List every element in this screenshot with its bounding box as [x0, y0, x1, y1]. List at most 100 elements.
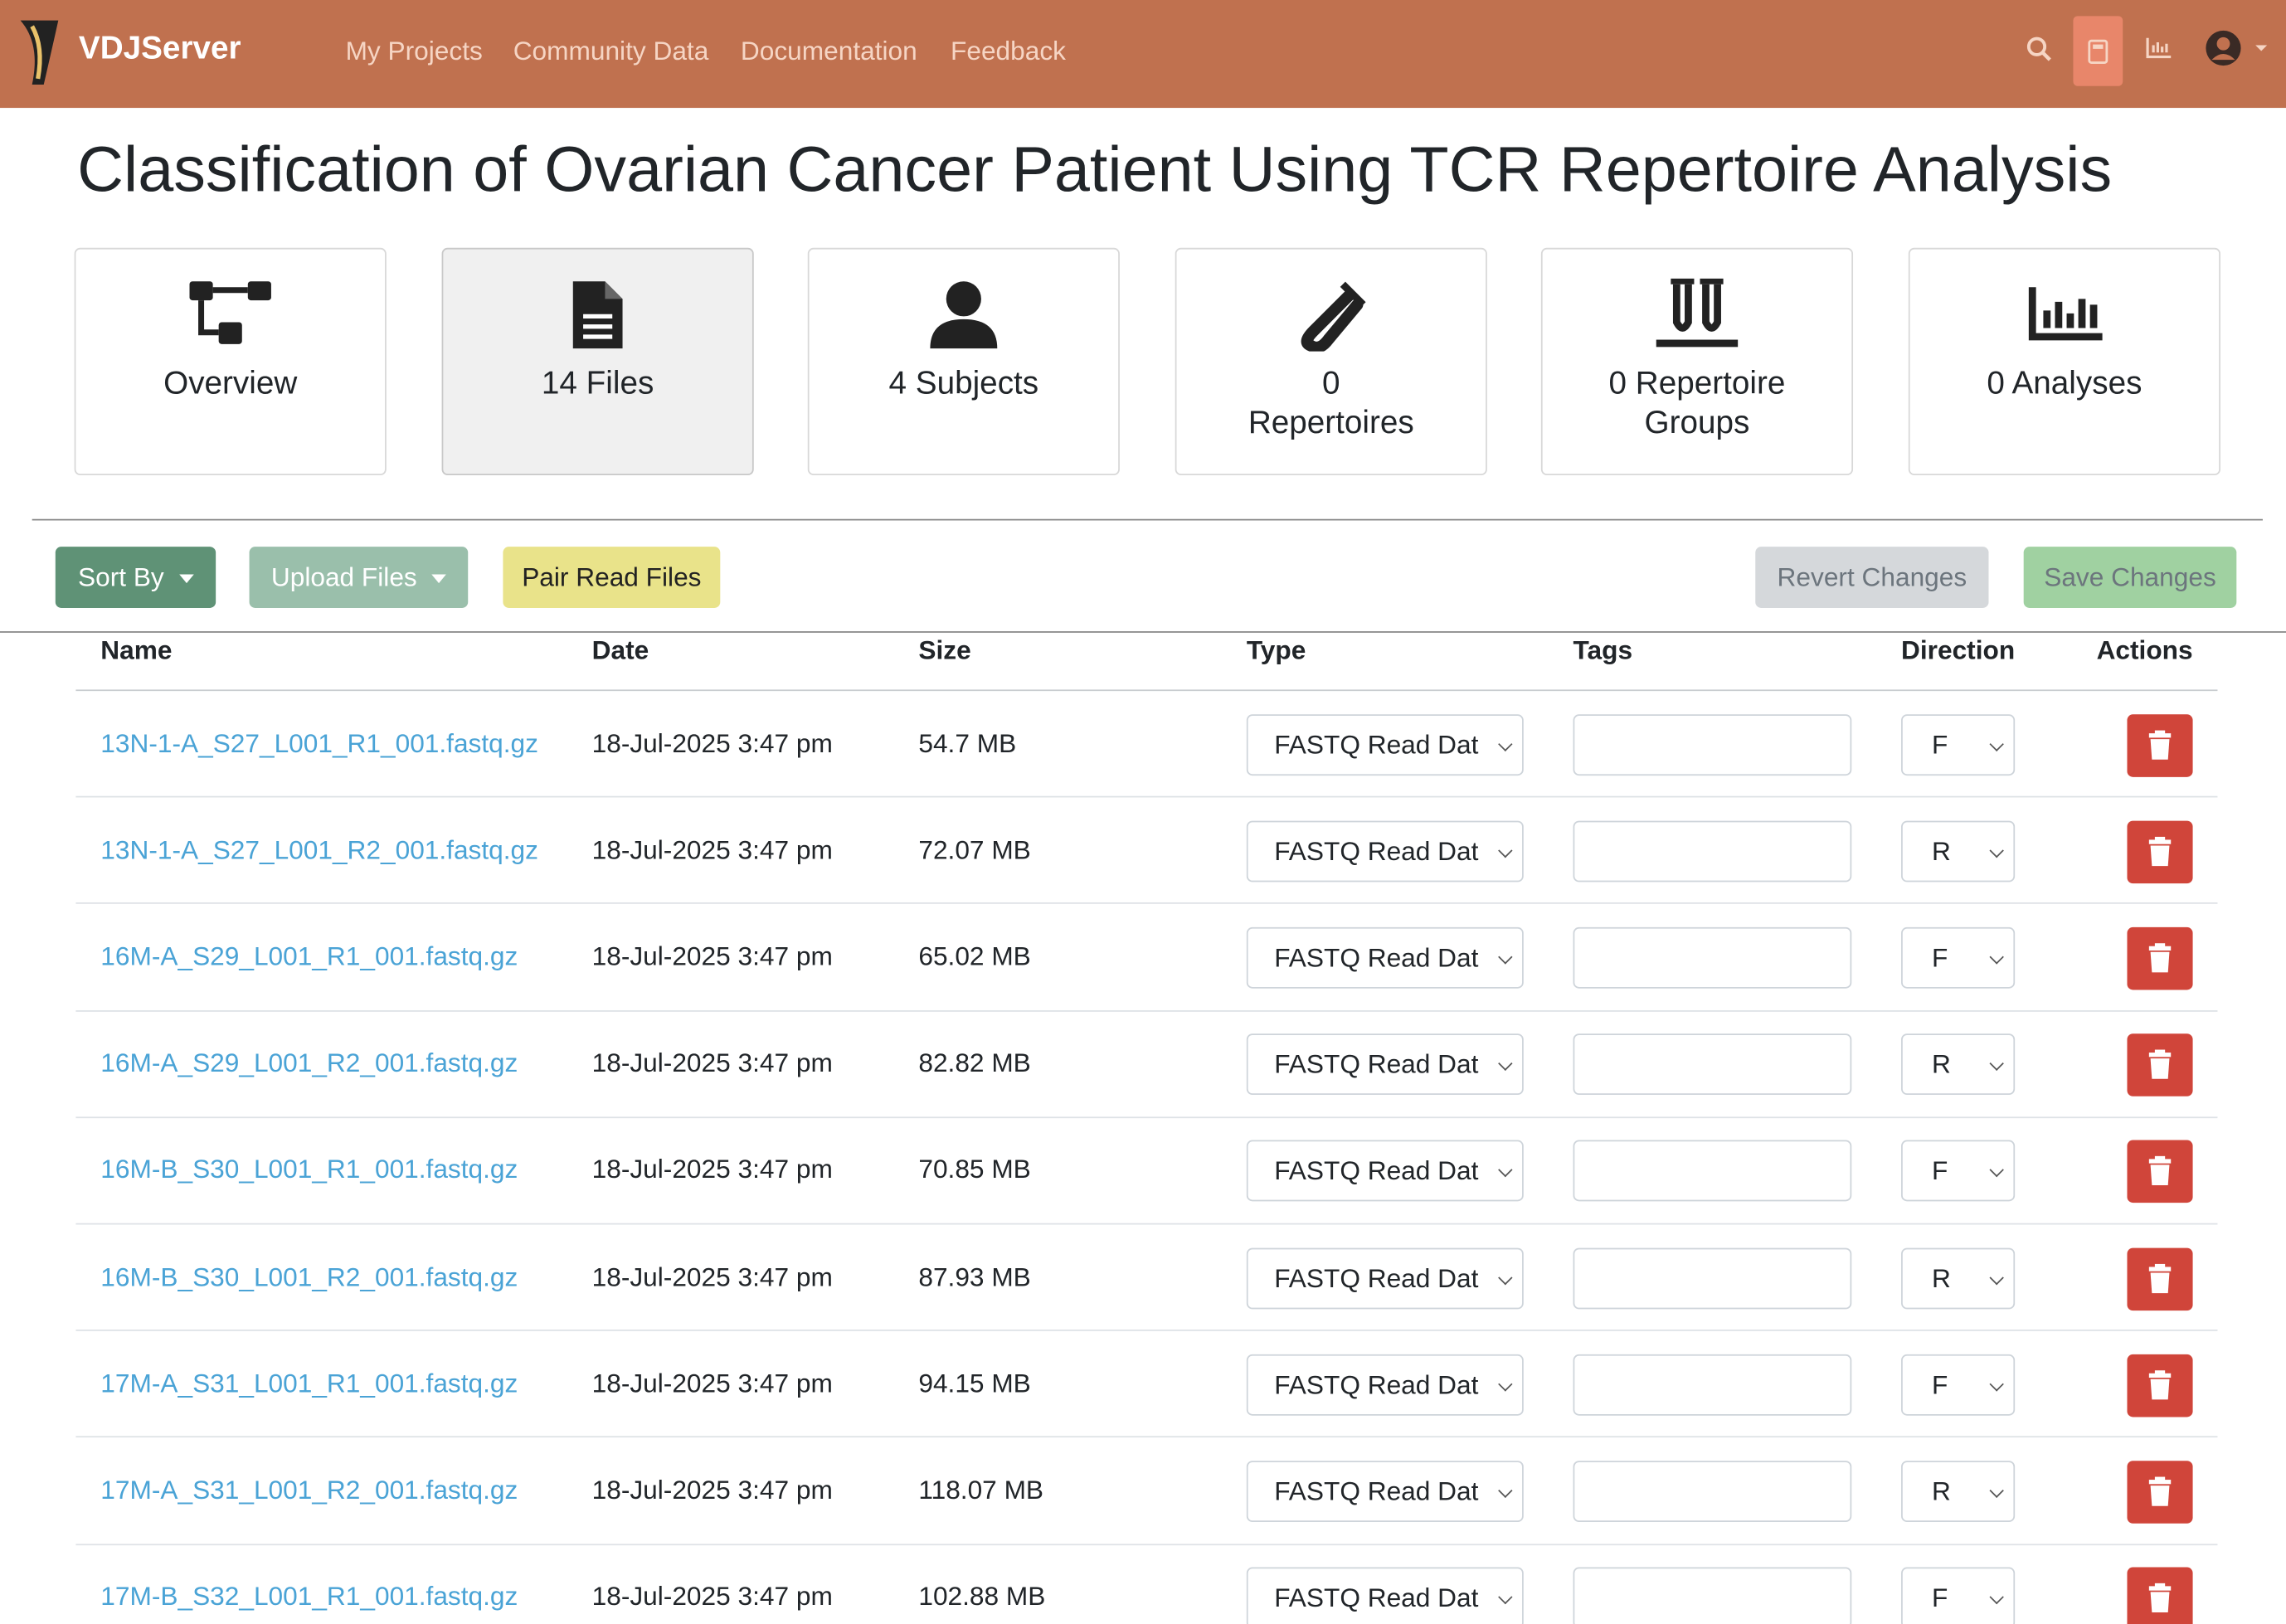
date-cell: 18-Jul-2025 3:47 pm — [591, 834, 833, 864]
type-select[interactable]: FASTQ Read Dat — [1246, 1140, 1524, 1203]
delete-button[interactable] — [2127, 820, 2193, 883]
file-link[interactable]: 17M-A_S31_L001_R2_001.fastq.gz — [100, 1475, 518, 1505]
tags-input[interactable] — [1573, 1567, 1852, 1624]
select-value: FASTQ Read Dat — [1274, 729, 1479, 760]
file-link[interactable]: 13N-1-A_S27_L001_R1_001.fastq.gz — [100, 728, 538, 758]
type-select[interactable]: FASTQ Read Dat — [1246, 1247, 1524, 1309]
tags-input[interactable] — [1573, 926, 1852, 989]
icon — [572, 281, 623, 349]
chart-icon[interactable] — [2146, 36, 2172, 60]
direction-select[interactable]: F — [1901, 1140, 2016, 1203]
select-value: FASTQ Read Dat — [1274, 1583, 1479, 1613]
row-border — [75, 1543, 2218, 1545]
type-select[interactable]: FASTQ Read Dat — [1246, 713, 1524, 776]
type-select[interactable]: FASTQ Read Dat — [1246, 1461, 1524, 1523]
type-select[interactable]: FASTQ Read Dat — [1246, 1567, 1524, 1624]
search-icon[interactable] — [2025, 35, 2054, 64]
row-border — [75, 1009, 2218, 1012]
direction-select[interactable]: R — [1901, 1461, 2016, 1523]
row-border — [75, 1116, 2218, 1118]
delete-button[interactable] — [2127, 1567, 2193, 1624]
tile-repertoires[interactable]: 0 Repertoires — [1175, 247, 1487, 476]
file-link[interactable]: 17M-B_S32_L001_R1_001.fastq.gz — [100, 1582, 518, 1612]
nav-link[interactable]: Feedback — [951, 36, 1066, 66]
delete-button[interactable] — [2127, 1354, 2193, 1417]
calculator-button[interactable] — [2073, 16, 2123, 86]
tags-input[interactable] — [1573, 1461, 1852, 1523]
size-cell: 54.7 MB — [918, 728, 1017, 758]
brand[interactable]: VDJServer — [78, 29, 241, 66]
tile-analyses[interactable]: 0 Analyses — [1908, 247, 2220, 476]
tags-input[interactable] — [1573, 1033, 1852, 1096]
trash-icon — [2148, 1476, 2172, 1506]
select-value: F — [1931, 1156, 1948, 1186]
delete-button[interactable] — [2127, 1247, 2193, 1310]
tags-input[interactable] — [1573, 1140, 1852, 1203]
file-link[interactable]: 17M-A_S31_L001_R1_001.fastq.gz — [100, 1369, 518, 1398]
trash-icon — [2148, 1583, 2172, 1613]
direction-select[interactable]: F — [1901, 1354, 2016, 1416]
tags-input[interactable] — [1573, 820, 1852, 883]
file-link[interactable]: 16M-A_S29_L001_R1_001.fastq.gz — [100, 941, 518, 971]
caret — [178, 574, 193, 584]
column-header: Direction — [1901, 635, 2016, 665]
user-menu[interactable] — [2205, 29, 2272, 67]
direction-select[interactable]: R — [1901, 820, 2016, 883]
button-label: Save Changes — [2044, 562, 2216, 592]
trash-icon — [2148, 836, 2172, 866]
pair-button[interactable]: Pair Read Files — [503, 547, 721, 608]
date-cell: 18-Jul-2025 3:47 pm — [591, 1369, 833, 1398]
tile-overview[interactable]: Overview — [74, 247, 387, 476]
tile-files[interactable]: 14 Files — [441, 247, 754, 476]
row-border — [75, 1330, 2218, 1332]
nav-link[interactable]: Community Data — [513, 36, 709, 66]
delete-button[interactable] — [2127, 1033, 2193, 1097]
tags-input[interactable] — [1573, 1247, 1852, 1309]
tile-repertoire-groups[interactable]: 0 Repertoire Groups — [1540, 247, 1854, 476]
nav-link[interactable]: My Projects — [345, 36, 483, 66]
delete-button[interactable] — [2127, 1140, 2193, 1203]
select-value: F — [1931, 1583, 1948, 1613]
delete-button[interactable] — [2127, 1461, 2193, 1524]
logo[interactable] — [15, 15, 65, 90]
button-label: Pair Read Files — [522, 562, 702, 592]
direction-select[interactable]: F — [1901, 1567, 2016, 1624]
icon — [1301, 281, 1366, 352]
file-link[interactable]: 16M-B_S30_L001_R2_001.fastq.gz — [100, 1262, 518, 1291]
icon — [1656, 278, 1739, 348]
date-cell: 18-Jul-2025 3:47 pm — [591, 1262, 833, 1291]
tags-input[interactable] — [1573, 1354, 1852, 1416]
direction-select[interactable]: R — [1901, 1033, 2016, 1096]
direction-select[interactable]: F — [1901, 713, 2016, 776]
select-value: F — [1931, 729, 1948, 760]
delete-button[interactable] — [2127, 713, 2193, 777]
type-select[interactable]: FASTQ Read Dat — [1246, 1033, 1524, 1096]
delete-button[interactable] — [2127, 926, 2193, 990]
file-link[interactable]: 16M-A_S29_L001_R2_001.fastq.gz — [100, 1048, 518, 1078]
tile-label: 0 Repertoires — [1248, 364, 1414, 440]
select-value: FASTQ Read Dat — [1274, 1156, 1479, 1186]
direction-select[interactable]: F — [1901, 926, 2016, 989]
date-cell: 18-Jul-2025 3:47 pm — [591, 1582, 833, 1612]
tags-input[interactable] — [1573, 713, 1852, 776]
select-value: R — [1931, 836, 1951, 866]
tile-subjects[interactable]: 4 Subjects — [807, 247, 1120, 476]
upload-button[interactable]: Upload Files — [249, 547, 469, 608]
nav-link[interactable]: Documentation — [740, 36, 917, 66]
file-link[interactable]: 13N-1-A_S27_L001_R2_001.fastq.gz — [100, 834, 538, 864]
direction-select[interactable]: R — [1901, 1247, 2016, 1309]
save-button[interactable]: Save Changes — [2023, 547, 2237, 608]
tile-label: 14 Files — [541, 364, 654, 401]
type-select[interactable]: FASTQ Read Dat — [1246, 820, 1524, 883]
sort-button[interactable]: Sort By — [55, 547, 216, 608]
revert-button[interactable]: Revert Changes — [1755, 547, 1989, 608]
file-link[interactable]: 16M-B_S30_L001_R1_001.fastq.gz — [100, 1155, 518, 1184]
select-value: R — [1931, 1476, 1951, 1506]
type-select[interactable]: FASTQ Read Dat — [1246, 926, 1524, 989]
date-cell: 18-Jul-2025 3:47 pm — [591, 1475, 833, 1505]
icon — [189, 281, 271, 344]
row-border — [75, 689, 2218, 692]
type-select[interactable]: FASTQ Read Dat — [1246, 1354, 1524, 1416]
button-label: Sort By — [78, 562, 164, 592]
